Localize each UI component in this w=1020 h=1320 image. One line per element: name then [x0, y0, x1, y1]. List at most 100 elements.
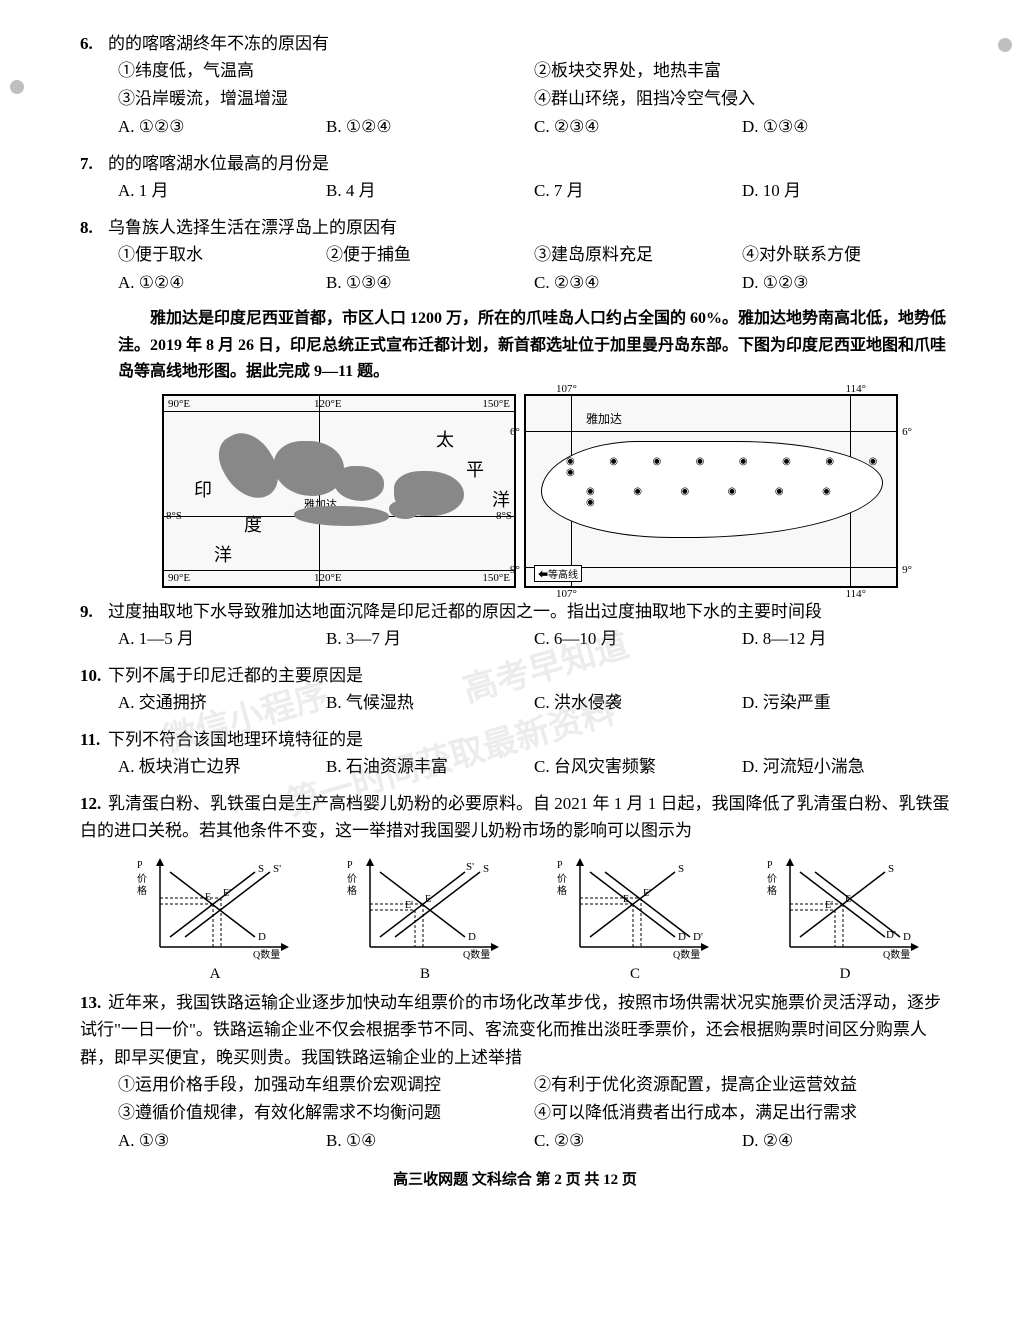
q11-opt-b: B. 石油资源丰富 [326, 753, 534, 782]
q7-opt-c: C. 7 月 [534, 177, 742, 206]
q8-opt-b: B. ①③④ [326, 269, 534, 298]
chart-b: P 价 格 Q数量 S S' D E E' B [345, 852, 505, 983]
q6-item-3: ③沿岸暖流，增温增湿 [118, 85, 534, 113]
q8-item-2: ②便于捕鱼 [326, 241, 534, 269]
contour-dots: ◉ ◉ ◉ ◉ ◉ ◉ ◉ [586, 486, 896, 508]
island-shape [389, 501, 419, 519]
q6-num: 6. [80, 30, 108, 57]
svg-text:D: D [468, 931, 476, 943]
m2-lonb-2: 114° [846, 588, 867, 600]
map-gridline [164, 570, 514, 571]
chart-d-svg: P 价 格 Q数量 S D D' E E' [765, 852, 925, 962]
svg-text:E': E' [223, 888, 231, 899]
q9-num: 9. [80, 598, 108, 625]
q9-opt-c: C. 6—10 月 [534, 625, 742, 654]
q8-item-4: ④对外联系方便 [742, 241, 950, 269]
m2-lon-1: 107° [556, 383, 577, 395]
chart-d-label: D [765, 966, 925, 983]
q13-opt-b: B. ①④ [326, 1127, 534, 1156]
m2-lat-br: 9° [902, 564, 912, 576]
svg-text:D': D' [693, 931, 703, 943]
island-shape [294, 506, 389, 526]
svg-text:价: 价 [557, 873, 567, 885]
q8-num: 8. [80, 214, 108, 241]
svg-text:S: S [483, 863, 489, 875]
chart-b-label: B [345, 966, 505, 983]
q13-item-3: ③遵循价值规律，有效化解需求不均衡问题 [118, 1099, 534, 1127]
q9-opt-b: B. 3—7 月 [326, 625, 534, 654]
q13-item-1: ①运用价格手段，加强动车组票价宏观调控 [118, 1071, 534, 1099]
svg-text:Q数量: Q数量 [673, 948, 700, 961]
svg-text:格: 格 [137, 884, 147, 897]
q13-num: 13. [80, 989, 108, 1016]
q10-text: 下列不属于印尼迁都的主要原因是 [108, 666, 363, 685]
chart-a-svg: P 价 格 Q数量 S S' D E E' [135, 852, 295, 962]
question-9: 9.过度抽取地下水导致雅加达地面沉降是印尼迁都的原因之一。指出过度抽取地下水的主… [80, 598, 950, 654]
question-13: 13.近年来，我国铁路运输企业逐步加快动车组票价的市场化改革步伐，按照市场供需状… [80, 989, 950, 1156]
q7-opt-a: A. 1 月 [118, 177, 326, 206]
q10-opt-c: C. 洪水侵袭 [534, 689, 742, 718]
q8-opt-d: D. ①②③ [742, 269, 950, 298]
q9-opt-a: A. 1—5 月 [118, 625, 326, 654]
chart-c: P 价 格 Q数量 S D D' E E' C [555, 852, 715, 983]
q7-text: 的的喀喀湖水位最高的月份是 [108, 154, 329, 173]
question-10: 10.下列不属于印尼迁都的主要原因是 A. 交通拥挤 B. 气候湿热 C. 洪水… [80, 662, 950, 718]
svg-text:格: 格 [767, 884, 777, 897]
svg-text:S: S [258, 863, 264, 875]
svg-text:价: 价 [347, 873, 357, 885]
q6-item-2: ②板块交界处，地热丰富 [534, 57, 950, 85]
svg-text:E: E [425, 894, 431, 905]
question-6: 6.的的喀喀湖终年不冻的原因有 ①纬度低，气温高 ②板块交界处，地热丰富 ③沿岸… [80, 30, 950, 142]
m1-lonb-1: 90°E [168, 572, 190, 584]
q13-opt-c: C. ②③ [534, 1127, 742, 1156]
supply-demand-charts: P 价 格 Q数量 S S' D E E' A [110, 852, 950, 983]
contour-dots: ◉ ◉ ◉ ◉ ◉ ◉ ◉ ◉ ◉ [566, 456, 896, 478]
q10-opt-a: A. 交通拥挤 [118, 689, 326, 718]
m1-lon-1: 90°E [168, 398, 190, 410]
svg-text:D: D [678, 931, 686, 943]
q13-opt-a: A. ①③ [118, 1127, 326, 1156]
svg-text:E: E [623, 894, 629, 905]
svg-text:Q数量: Q数量 [883, 948, 910, 961]
q8-opt-a: A. ①②④ [118, 269, 326, 298]
question-12: 12.乳清蛋白粉、乳铁蛋白是生产高档婴儿奶粉的必要原料。自 2021 年 1 月… [80, 790, 950, 844]
svg-text:D: D [258, 931, 266, 943]
chart-d: P 价 格 Q数量 S D D' E E' D [765, 852, 925, 983]
q11-opt-c: C. 台风灾害频繁 [534, 753, 742, 782]
svg-text:S': S' [466, 861, 474, 873]
svg-text:E: E [205, 892, 211, 903]
map-gridline [164, 411, 514, 412]
q11-text: 下列不符合该国地理环境特征的是 [108, 730, 363, 749]
m1-text-yang1: 洋 [492, 486, 510, 512]
svg-text:D': D' [886, 929, 896, 941]
m1-lon-3: 150°E [482, 398, 510, 410]
q13-item-2: ②有利于优化资源配置，提高企业运营效益 [534, 1071, 950, 1099]
chart-c-svg: P 价 格 Q数量 S D D' E E' [555, 852, 715, 962]
svg-text:P: P [137, 860, 143, 871]
q13-item-4: ④可以降低消费者出行成本，满足出行需求 [534, 1099, 950, 1127]
q10-opt-b: B. 气候湿热 [326, 689, 534, 718]
q8-text: 乌鲁族人选择生活在漂浮岛上的原因有 [108, 218, 397, 237]
m2-lonb-1: 107° [556, 588, 577, 600]
q13-text: 近年来，我国铁路运输企业逐步加快动车组票价的市场化改革步伐，按照市场供需状况实施… [80, 993, 941, 1066]
punch-hole [10, 80, 24, 94]
q11-opt-d: D. 河流短小湍急 [742, 753, 950, 782]
svg-text:价: 价 [767, 873, 777, 885]
svg-text:E: E [845, 894, 851, 905]
question-8: 8.乌鲁族人选择生活在漂浮岛上的原因有 ①便于取水 ②便于捕鱼 ③建岛原料充足 … [80, 214, 950, 298]
q11-num: 11. [80, 726, 108, 753]
svg-text:P: P [347, 860, 353, 871]
q6-opt-c: C. ②③④ [534, 113, 742, 142]
chart-a-label: A [135, 966, 295, 983]
question-11: 11.下列不符合该国地理环境特征的是 A. 板块消亡边界 B. 石油资源丰富 C… [80, 726, 950, 782]
svg-text:S: S [678, 863, 684, 875]
q9-opt-d: D. 8—12 月 [742, 625, 950, 654]
m2-text-jakarta: 雅加达 [586, 410, 622, 427]
chart-b-svg: P 价 格 Q数量 S S' D E E' [345, 852, 505, 962]
svg-text:P: P [767, 860, 773, 871]
svg-text:D: D [903, 931, 911, 943]
m2-lon-2: 114° [846, 383, 867, 395]
q8-item-3: ③建岛原料充足 [534, 241, 742, 269]
m2-legend: ⬅等高线 [534, 565, 582, 582]
m1-lat-l: 8°S [166, 510, 182, 522]
